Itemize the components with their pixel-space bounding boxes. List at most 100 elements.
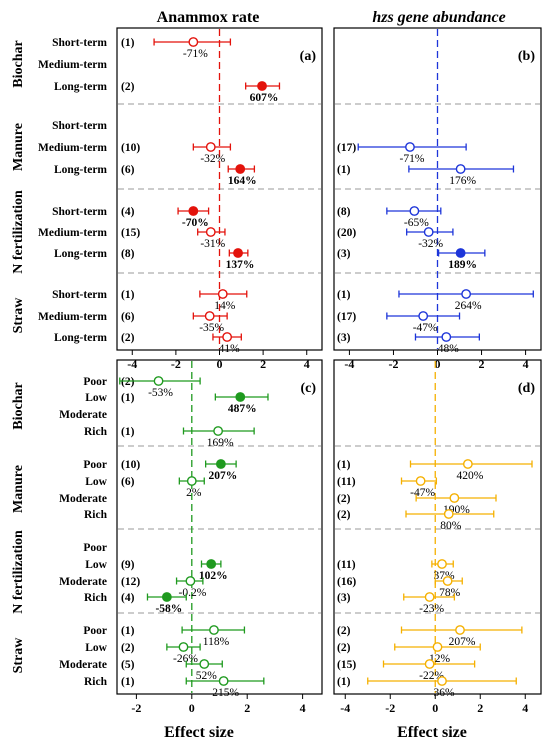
effect-point — [222, 332, 233, 342]
row-label: Long-term — [54, 248, 107, 260]
row-label: Moderate — [59, 493, 107, 505]
sample-count: (4) — [121, 592, 135, 604]
x-tick-label: -2 — [385, 701, 395, 715]
sample-count: (1) — [337, 676, 351, 688]
percent-change-label: 215% — [212, 687, 239, 699]
sample-count: (2) — [337, 493, 351, 505]
group-label: Straw — [11, 297, 26, 334]
percent-change-label: -47% — [410, 487, 435, 499]
effect-point — [205, 142, 216, 152]
sample-count: (1) — [121, 625, 135, 637]
effect-point — [441, 332, 452, 342]
x-tick-label: 2 — [244, 701, 250, 715]
sample-count: (10) — [121, 142, 140, 154]
title-anammox-rate: Anammox rate — [157, 9, 260, 26]
row-label: Long-term — [54, 332, 107, 344]
effect-point — [437, 676, 447, 686]
percent-change-label: -23% — [419, 603, 444, 615]
sample-count: (1) — [121, 289, 135, 301]
percent-change-label: 80% — [440, 520, 462, 532]
panel-frame — [116, 359, 323, 695]
row-label: Medium-term — [38, 311, 107, 323]
effect-point — [461, 289, 472, 299]
percent-change-label: 176% — [449, 175, 476, 187]
effect-point — [437, 559, 447, 569]
x-tick-label: 4 — [304, 357, 310, 371]
percent-change-label: 36% — [433, 687, 455, 699]
sample-count: (8) — [121, 248, 135, 260]
sample-count: (11) — [337, 559, 356, 571]
x-tick-label: -2 — [388, 357, 398, 371]
percent-change-label: 164% — [228, 175, 257, 187]
effect-point — [205, 227, 216, 237]
row-label: Low — [85, 392, 107, 404]
row-label: Rich — [84, 676, 108, 688]
x-axis-label-left: Effect size — [164, 724, 234, 741]
effect-point — [455, 164, 466, 174]
percent-change-label: 102% — [199, 570, 228, 582]
x-tick-label: -4 — [340, 701, 350, 715]
effect-point — [186, 476, 197, 486]
effect-point — [424, 659, 435, 669]
sample-count: (11) — [337, 476, 356, 488]
sample-count: (12) — [121, 576, 140, 588]
row-label: Moderate — [59, 576, 107, 588]
panel-frame — [333, 359, 542, 695]
sample-count: (2) — [121, 332, 135, 344]
effect-point — [161, 592, 172, 602]
row-label: Moderate — [59, 659, 107, 671]
effect-point — [235, 392, 246, 402]
x-tick-label: 2 — [479, 357, 485, 371]
percent-change-label: -31% — [200, 238, 225, 250]
group-label: Straw — [11, 637, 26, 674]
panel-a: -4 -2 0 2 4 (a) Short-term (1) -71% Medium-term Lo… — [11, 27, 323, 371]
percent-change-label: 12% — [429, 653, 451, 665]
panel-letter: (c) — [300, 381, 316, 396]
row-label: Poor — [83, 376, 107, 388]
row-label: Medium-term — [38, 227, 107, 239]
group-label: N fertilization — [11, 190, 26, 274]
panel-b: -4 -2 0 2 4 (b) (17) -71% (1) 176% (8) -65% (20) -32%… — [333, 27, 542, 371]
effect-point — [462, 459, 473, 469]
row-label: Medium-term — [38, 142, 107, 154]
row-label: Rich — [84, 592, 108, 604]
sample-count: (3) — [337, 592, 351, 604]
effect-point — [178, 642, 189, 652]
percent-change-label: 169% — [207, 437, 234, 449]
row-label: Poor — [83, 459, 107, 471]
percent-change-label: 78% — [439, 587, 461, 599]
effect-point — [185, 576, 196, 586]
sample-count: (2) — [121, 376, 135, 388]
percent-change-label: 52% — [196, 670, 218, 682]
x-tick-label: 4 — [300, 701, 306, 715]
row-label: Short-term — [52, 289, 107, 301]
sample-count: (2) — [121, 81, 135, 93]
sample-count: (17) — [337, 311, 356, 323]
sample-count: (2) — [337, 625, 351, 637]
effect-point — [215, 459, 226, 469]
effect-point — [405, 142, 415, 152]
percent-change-label: 207% — [449, 636, 476, 648]
row-label: Short-term — [52, 206, 107, 218]
row-label: Moderate — [59, 409, 107, 421]
percent-change-label: 487% — [228, 403, 257, 415]
effect-point — [449, 493, 460, 503]
row-label: Short-term — [52, 120, 107, 132]
sample-count: (15) — [121, 227, 140, 239]
effect-point — [424, 592, 435, 602]
group-label: Biochar — [11, 382, 26, 429]
x-tick-label: 0 — [217, 357, 223, 371]
sample-count: (1) — [337, 164, 351, 176]
effect-point — [235, 164, 246, 174]
row-label: Short-term — [52, 37, 107, 49]
percent-change-label: -0.2% — [179, 587, 207, 599]
sample-count: (1) — [337, 459, 351, 471]
sample-count: (5) — [121, 659, 135, 671]
percent-change-label: 137% — [226, 259, 255, 271]
panel-c: -2 0 2 4 (c) Poor (2) -53% Low (1) 487% Moderate Ric… — [11, 359, 323, 715]
percent-change-label: -32% — [200, 153, 225, 165]
row-label: Low — [85, 559, 107, 571]
percent-change-label: 14% — [214, 300, 236, 312]
x-tick-label: 2 — [477, 701, 483, 715]
